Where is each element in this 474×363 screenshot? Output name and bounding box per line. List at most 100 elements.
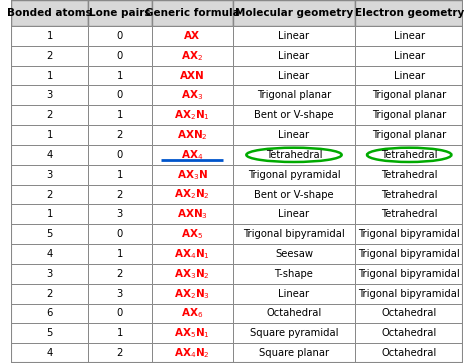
Bar bbox=[355, 85, 464, 105]
Bar bbox=[233, 224, 355, 244]
Bar bbox=[152, 185, 233, 204]
Text: 0: 0 bbox=[117, 309, 123, 318]
Bar bbox=[152, 85, 233, 105]
Text: 3: 3 bbox=[46, 269, 53, 279]
Text: Tetrahedral: Tetrahedral bbox=[381, 150, 438, 160]
Bar bbox=[11, 303, 88, 323]
Bar bbox=[355, 224, 464, 244]
Text: 4: 4 bbox=[46, 150, 53, 160]
Text: Trigonal bipyramidal: Trigonal bipyramidal bbox=[243, 229, 345, 239]
Bar bbox=[233, 185, 355, 204]
Text: AX$_6$: AX$_6$ bbox=[181, 306, 203, 320]
Text: Linear: Linear bbox=[394, 51, 425, 61]
Bar bbox=[233, 264, 355, 284]
Text: Tetrahedral: Tetrahedral bbox=[381, 170, 438, 180]
Bar bbox=[88, 0, 152, 26]
Bar bbox=[233, 46, 355, 66]
Text: Square pyramidal: Square pyramidal bbox=[250, 328, 338, 338]
Text: 2: 2 bbox=[46, 51, 53, 61]
Text: 3: 3 bbox=[117, 209, 123, 219]
Bar bbox=[88, 224, 152, 244]
Text: 1: 1 bbox=[46, 209, 53, 219]
Bar bbox=[11, 46, 88, 66]
Bar bbox=[355, 303, 464, 323]
Text: AXN$_2$: AXN$_2$ bbox=[177, 128, 208, 142]
Bar bbox=[152, 323, 233, 343]
Bar bbox=[152, 165, 233, 185]
Bar bbox=[355, 323, 464, 343]
Bar bbox=[11, 343, 88, 363]
Bar bbox=[355, 26, 464, 46]
Text: AX$_5$: AX$_5$ bbox=[181, 227, 203, 241]
Text: Trigonal planar: Trigonal planar bbox=[372, 90, 447, 101]
Bar bbox=[11, 204, 88, 224]
Text: 2: 2 bbox=[117, 189, 123, 200]
Text: 5: 5 bbox=[46, 229, 53, 239]
Bar bbox=[355, 343, 464, 363]
Bar bbox=[152, 26, 233, 46]
Text: Trigonal pyramidal: Trigonal pyramidal bbox=[248, 170, 340, 180]
Text: AX$_4$N$_1$: AX$_4$N$_1$ bbox=[174, 247, 210, 261]
Text: Electron geometry: Electron geometry bbox=[355, 8, 464, 18]
Bar bbox=[88, 204, 152, 224]
Bar bbox=[152, 264, 233, 284]
Text: Trigonal bipyramidal: Trigonal bipyramidal bbox=[358, 269, 460, 279]
Text: AX$_2$N$_2$: AX$_2$N$_2$ bbox=[174, 188, 210, 201]
Bar bbox=[88, 66, 152, 85]
Text: 1: 1 bbox=[117, 170, 123, 180]
Text: Molecular geometry: Molecular geometry bbox=[235, 8, 353, 18]
Bar bbox=[11, 66, 88, 85]
Text: 0: 0 bbox=[117, 150, 123, 160]
Text: Octahedral: Octahedral bbox=[266, 309, 322, 318]
Bar bbox=[11, 323, 88, 343]
Text: 1: 1 bbox=[46, 70, 53, 81]
Text: Trigonal bipyramidal: Trigonal bipyramidal bbox=[358, 249, 460, 259]
Bar bbox=[152, 0, 233, 26]
Text: 4: 4 bbox=[46, 348, 53, 358]
Text: Linear: Linear bbox=[394, 31, 425, 41]
Bar bbox=[152, 224, 233, 244]
Text: 1: 1 bbox=[117, 249, 123, 259]
Bar bbox=[88, 264, 152, 284]
Text: Octahedral: Octahedral bbox=[382, 328, 437, 338]
Text: 1: 1 bbox=[117, 70, 123, 81]
Bar bbox=[355, 145, 464, 165]
Bar bbox=[233, 284, 355, 303]
Text: AX$_3$N: AX$_3$N bbox=[177, 168, 208, 182]
Bar bbox=[11, 165, 88, 185]
Text: 1: 1 bbox=[117, 328, 123, 338]
Bar bbox=[88, 343, 152, 363]
Text: Seesaw: Seesaw bbox=[275, 249, 313, 259]
Text: 2: 2 bbox=[46, 110, 53, 120]
Text: AX$_5$N$_1$: AX$_5$N$_1$ bbox=[174, 326, 210, 340]
Bar bbox=[233, 66, 355, 85]
Text: Linear: Linear bbox=[278, 70, 310, 81]
Bar bbox=[11, 264, 88, 284]
Text: 4: 4 bbox=[46, 249, 53, 259]
Text: 2: 2 bbox=[46, 189, 53, 200]
Text: Generic formula: Generic formula bbox=[145, 8, 240, 18]
Bar bbox=[88, 323, 152, 343]
Text: Tetrahedral: Tetrahedral bbox=[381, 209, 438, 219]
Text: 0: 0 bbox=[117, 51, 123, 61]
Bar bbox=[11, 185, 88, 204]
Text: 6: 6 bbox=[46, 309, 53, 318]
Text: Trigonal bipyramidal: Trigonal bipyramidal bbox=[358, 289, 460, 299]
Bar bbox=[355, 66, 464, 85]
Bar bbox=[152, 66, 233, 85]
Text: AX$_2$: AX$_2$ bbox=[182, 49, 203, 63]
Text: 3: 3 bbox=[46, 90, 53, 101]
Text: Trigonal planar: Trigonal planar bbox=[372, 130, 447, 140]
Bar bbox=[88, 244, 152, 264]
Text: Octahedral: Octahedral bbox=[382, 348, 437, 358]
Bar bbox=[355, 46, 464, 66]
Bar bbox=[11, 284, 88, 303]
Text: 2: 2 bbox=[46, 289, 53, 299]
Text: Tetrahedral: Tetrahedral bbox=[266, 150, 322, 160]
Bar bbox=[11, 125, 88, 145]
Text: 0: 0 bbox=[117, 31, 123, 41]
Bar bbox=[233, 145, 355, 165]
Bar bbox=[233, 204, 355, 224]
Text: Bent or V-shape: Bent or V-shape bbox=[254, 189, 334, 200]
Text: Trigonal planar: Trigonal planar bbox=[372, 110, 447, 120]
